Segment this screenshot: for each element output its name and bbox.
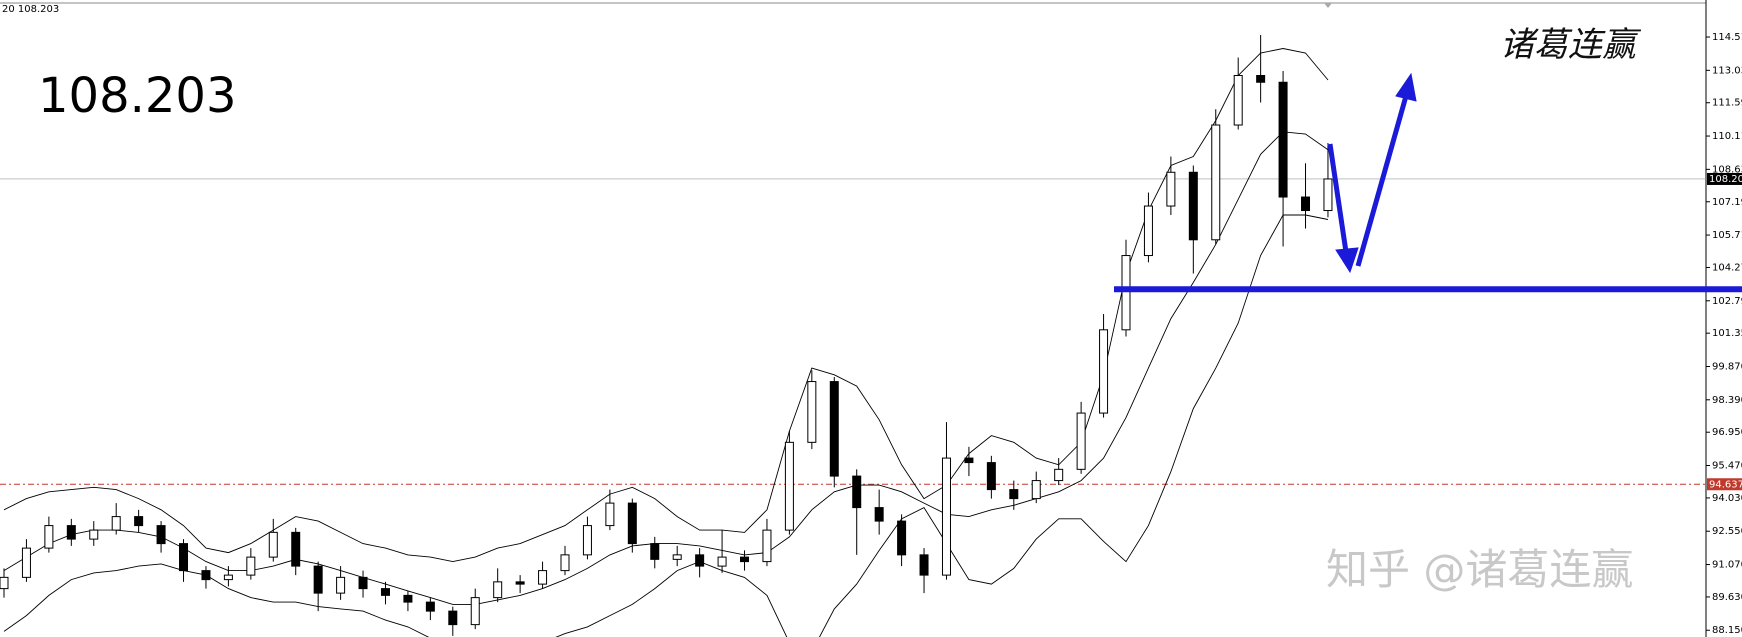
down-arrow-shaft bbox=[1327, 143, 1349, 253]
candle-body bbox=[66, 525, 76, 540]
y-tick-label: 98.390 bbox=[1712, 395, 1742, 406]
candle-body bbox=[1188, 171, 1198, 241]
y-tick-label: 88.150 bbox=[1712, 625, 1742, 636]
candle-body bbox=[448, 610, 458, 626]
big-price: 108.203 bbox=[38, 68, 237, 124]
candle-body bbox=[470, 597, 480, 626]
info-text: 20 108.203 bbox=[2, 4, 59, 15]
y-tick-label: 108.630 bbox=[1712, 164, 1742, 175]
price-axis: 114.510 113.030 111.590 110.110 108.630 107.1… bbox=[1706, 32, 1742, 636]
candle-body bbox=[941, 457, 951, 576]
candle-body bbox=[627, 502, 637, 545]
candle-body bbox=[425, 601, 435, 612]
plot-area bbox=[0, 34, 1706, 637]
candle-body bbox=[695, 554, 705, 567]
current-price-tag: 108.203 bbox=[1709, 174, 1742, 185]
candle-body bbox=[1323, 178, 1333, 212]
candle-body bbox=[874, 507, 884, 522]
y-tick-label: 94.030 bbox=[1712, 493, 1742, 504]
candle-body bbox=[1054, 468, 1064, 482]
y-tick-label: 92.550 bbox=[1712, 526, 1742, 537]
band-middle bbox=[3, 131, 1329, 605]
candle-body bbox=[89, 529, 99, 540]
shift-marker bbox=[1324, 3, 1332, 8]
candle-body bbox=[1143, 205, 1153, 257]
candle-body bbox=[784, 441, 794, 531]
candle-body bbox=[650, 543, 660, 560]
candle-body bbox=[672, 554, 682, 560]
y-tick-label: 104.270 bbox=[1712, 262, 1742, 273]
candle-body bbox=[1211, 124, 1221, 241]
candle-body bbox=[717, 556, 727, 567]
candle-body bbox=[403, 594, 413, 603]
candle-body bbox=[1278, 81, 1288, 198]
y-tick-label: 91.070 bbox=[1712, 560, 1742, 571]
candle-body bbox=[852, 475, 862, 509]
reference-price-tag-bg bbox=[1707, 478, 1742, 491]
up-arrow-shaft bbox=[1355, 95, 1409, 267]
y-tick-label: 113.030 bbox=[1712, 65, 1742, 76]
y-tick-label: 99.870 bbox=[1712, 361, 1742, 372]
candle-body bbox=[336, 576, 346, 594]
candle-body bbox=[493, 581, 503, 599]
candle-body bbox=[582, 525, 592, 556]
candle-body bbox=[605, 502, 615, 527]
candle-body bbox=[268, 531, 278, 558]
watermark: 知乎 @诸葛连赢 bbox=[1326, 545, 1633, 594]
candle-body bbox=[21, 547, 31, 578]
candle-body bbox=[762, 529, 772, 563]
candle-body bbox=[201, 570, 211, 581]
candle-body bbox=[740, 556, 750, 563]
candle-body bbox=[807, 381, 817, 443]
candle-body bbox=[560, 554, 570, 572]
y-tick-label: 95.470 bbox=[1712, 461, 1742, 472]
candle-body bbox=[897, 520, 907, 556]
candle-body bbox=[0, 576, 9, 590]
candle-body bbox=[964, 457, 974, 464]
candle-body bbox=[380, 588, 390, 596]
candle-body bbox=[515, 581, 525, 585]
y-tick-label: 105.710 bbox=[1712, 230, 1742, 241]
y-tick-label: 101.350 bbox=[1712, 328, 1742, 339]
down-arrow-head bbox=[1335, 247, 1359, 274]
candle-body bbox=[1166, 171, 1176, 207]
candle-body bbox=[291, 531, 301, 567]
reference-price-tag: 94.637 bbox=[1709, 479, 1742, 490]
current-price-tag-bg bbox=[1707, 172, 1742, 185]
candle-body bbox=[1233, 75, 1243, 126]
y-tick-label: 111.590 bbox=[1712, 98, 1742, 109]
candle-body bbox=[1009, 489, 1019, 500]
candle-body bbox=[538, 570, 548, 585]
candle-body bbox=[223, 574, 233, 581]
y-tick-label: 89.630 bbox=[1712, 592, 1742, 603]
band-lower bbox=[3, 214, 1329, 637]
candle-body bbox=[919, 554, 929, 576]
candle-body bbox=[829, 381, 839, 477]
candle-body bbox=[134, 516, 144, 527]
candle-body bbox=[313, 565, 323, 594]
candle-body bbox=[1301, 196, 1311, 212]
y-tick-label: 102.790 bbox=[1712, 296, 1742, 307]
candle-body bbox=[1099, 329, 1109, 414]
candle-body bbox=[246, 556, 256, 576]
candle-body bbox=[111, 516, 121, 531]
y-tick-label: 110.110 bbox=[1712, 131, 1742, 142]
y-tick-label: 114.510 bbox=[1712, 32, 1742, 43]
calligraphy-signature: 诸葛连赢 bbox=[1500, 25, 1642, 65]
candle-body bbox=[44, 525, 54, 549]
up-arrow-head bbox=[1395, 72, 1417, 102]
candle-body bbox=[179, 543, 189, 572]
candle-body bbox=[1256, 75, 1266, 83]
y-tick-label: 107.190 bbox=[1712, 197, 1742, 208]
candle-body bbox=[358, 576, 368, 590]
candle-body bbox=[156, 525, 166, 545]
y-tick-label: 96.950 bbox=[1712, 427, 1742, 438]
forecast-arrows bbox=[1327, 72, 1417, 274]
candle-body bbox=[986, 462, 996, 491]
candle-body bbox=[1031, 480, 1041, 500]
candle-body bbox=[1121, 255, 1131, 331]
candle-body bbox=[1076, 412, 1086, 470]
